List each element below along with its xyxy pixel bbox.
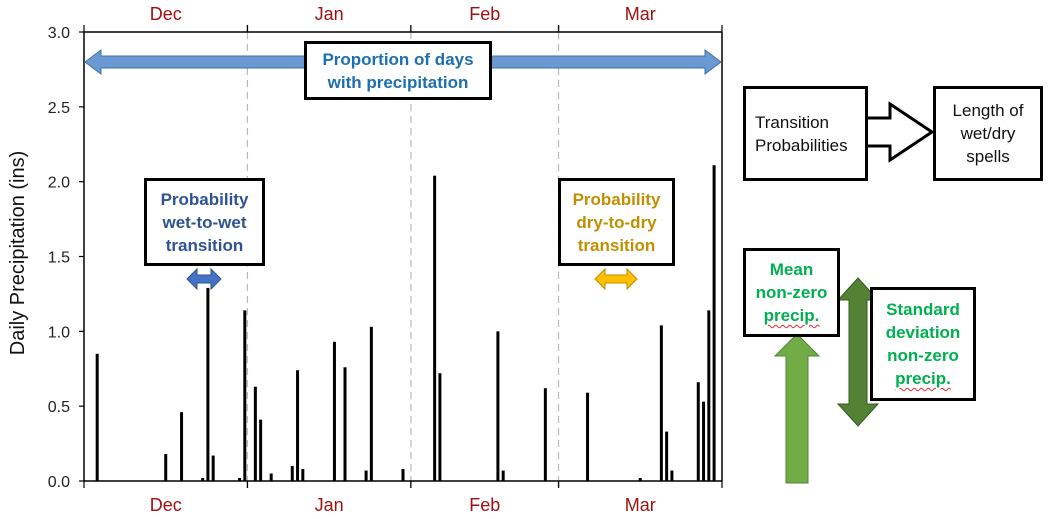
- wet-to-wet-label-line-3: transition: [165, 235, 244, 255]
- std-label-line-1: Standard: [886, 300, 960, 319]
- bar: [496, 331, 500, 481]
- mean-label-line-3: precip.: [763, 306, 820, 325]
- wet-to-wet-label-box: Probability wet-to-wet transition: [144, 178, 265, 266]
- month-divider-lines: [246, 32, 560, 481]
- month-label-bottom: Dec: [150, 495, 182, 515]
- y-tick-label: 0.5: [48, 399, 70, 416]
- wet-to-wet-label-line-1: Probability: [160, 189, 249, 209]
- month-label-top: Mar: [625, 4, 656, 24]
- y-tick-label: 3.0: [48, 25, 70, 42]
- mean-nonzero-box: Mean non-zero precip.: [743, 248, 840, 337]
- bar: [638, 478, 642, 481]
- bar: [501, 470, 505, 481]
- bar: [238, 478, 242, 481]
- bar: [665, 431, 669, 481]
- y-axis-label: Daily Precipitation (ins): [7, 151, 29, 356]
- y-axis-ticks: 0.0 0.5 1.0 1.5 2.0 2.5 3.0: [48, 25, 84, 491]
- bar: [707, 310, 711, 481]
- y-tick-label: 2.5: [48, 100, 70, 117]
- bar: [586, 392, 590, 481]
- transition-probabilities-line-1: Transition: [755, 112, 830, 132]
- proportion-label-box: Proportion of days with precipitation: [304, 41, 492, 100]
- month-label-top: Feb: [469, 4, 500, 24]
- mean-up-arrow: [773, 333, 821, 484]
- std-nonzero-box: Standard deviation non-zero precip.: [870, 287, 976, 401]
- dry-to-dry-label-line-3: transition: [577, 235, 656, 255]
- dry-to-dry-label-box: Probability dry-to-dry transition: [558, 178, 675, 266]
- bar-series: [95, 165, 716, 481]
- bar: [702, 401, 706, 481]
- bar: [712, 165, 716, 481]
- bar: [211, 455, 215, 481]
- month-labels-bottom: Dec Jan Feb Mar: [150, 495, 656, 515]
- y-tick-label: 1.5: [48, 250, 70, 267]
- bar: [180, 412, 184, 481]
- proportion-label-line-2: with precipitation: [327, 72, 469, 92]
- std-label-line-2: deviation: [885, 323, 961, 342]
- std-label-line-3: non-zero: [887, 346, 959, 365]
- month-label-top: Dec: [150, 4, 182, 24]
- bar: [369, 326, 373, 481]
- bar: [659, 325, 663, 481]
- y-tick-label: 2.0: [48, 175, 70, 192]
- month-label-bottom: Mar: [625, 495, 656, 515]
- dry-to-dry-label-line-2: dry-to-dry: [576, 212, 657, 232]
- bar: [438, 373, 442, 481]
- transition-probabilities-box: Transition Probabilities: [743, 86, 868, 181]
- bar: [364, 470, 368, 481]
- month-label-top: Jan: [315, 4, 344, 24]
- bar: [290, 466, 294, 481]
- bar: [401, 469, 405, 481]
- bar: [696, 382, 700, 481]
- month-label-bottom: Jan: [315, 495, 344, 515]
- spell-length-line-1: Length of: [952, 101, 1024, 120]
- bar: [259, 419, 263, 481]
- bar: [269, 473, 273, 481]
- month-label-bottom: Feb: [469, 495, 500, 515]
- mean-label-line-2: non-zero: [755, 283, 828, 302]
- spell-length-box: Length of wet/dry spells: [933, 86, 1043, 181]
- y-tick-label: 1.0: [48, 324, 70, 341]
- bar: [243, 310, 247, 481]
- dry-to-dry-label-line-1: Probability: [572, 189, 661, 209]
- transition-probabilities-line-2: Probabilities: [755, 135, 848, 155]
- std-label-line-4: precip.: [895, 369, 951, 388]
- bar: [201, 478, 205, 481]
- spell-length-line-2: wet/dry: [960, 124, 1016, 143]
- bar: [543, 388, 547, 481]
- proportion-label-line-1: Proportion of days: [322, 49, 474, 69]
- mean-label-line-1: Mean: [769, 260, 814, 279]
- bar: [433, 175, 437, 481]
- month-labels-top: Dec Jan Feb Mar: [150, 4, 656, 24]
- bar: [301, 469, 305, 481]
- bar: [164, 454, 168, 481]
- bar: [332, 341, 336, 481]
- wet-to-wet-double-arrow: [186, 267, 222, 291]
- bar: [206, 287, 210, 481]
- dry-to-dry-double-arrow: [594, 267, 638, 291]
- bar: [253, 386, 257, 481]
- bar: [296, 370, 300, 481]
- wet-to-wet-label-line-2: wet-to-wet: [162, 212, 247, 232]
- bar: [343, 367, 347, 481]
- bar: [95, 353, 99, 481]
- bar: [670, 470, 674, 481]
- y-tick-label: 0.0: [48, 474, 70, 491]
- transition-to-spell-arrow: [864, 101, 935, 163]
- spell-length-line-3: spells: [966, 147, 1010, 166]
